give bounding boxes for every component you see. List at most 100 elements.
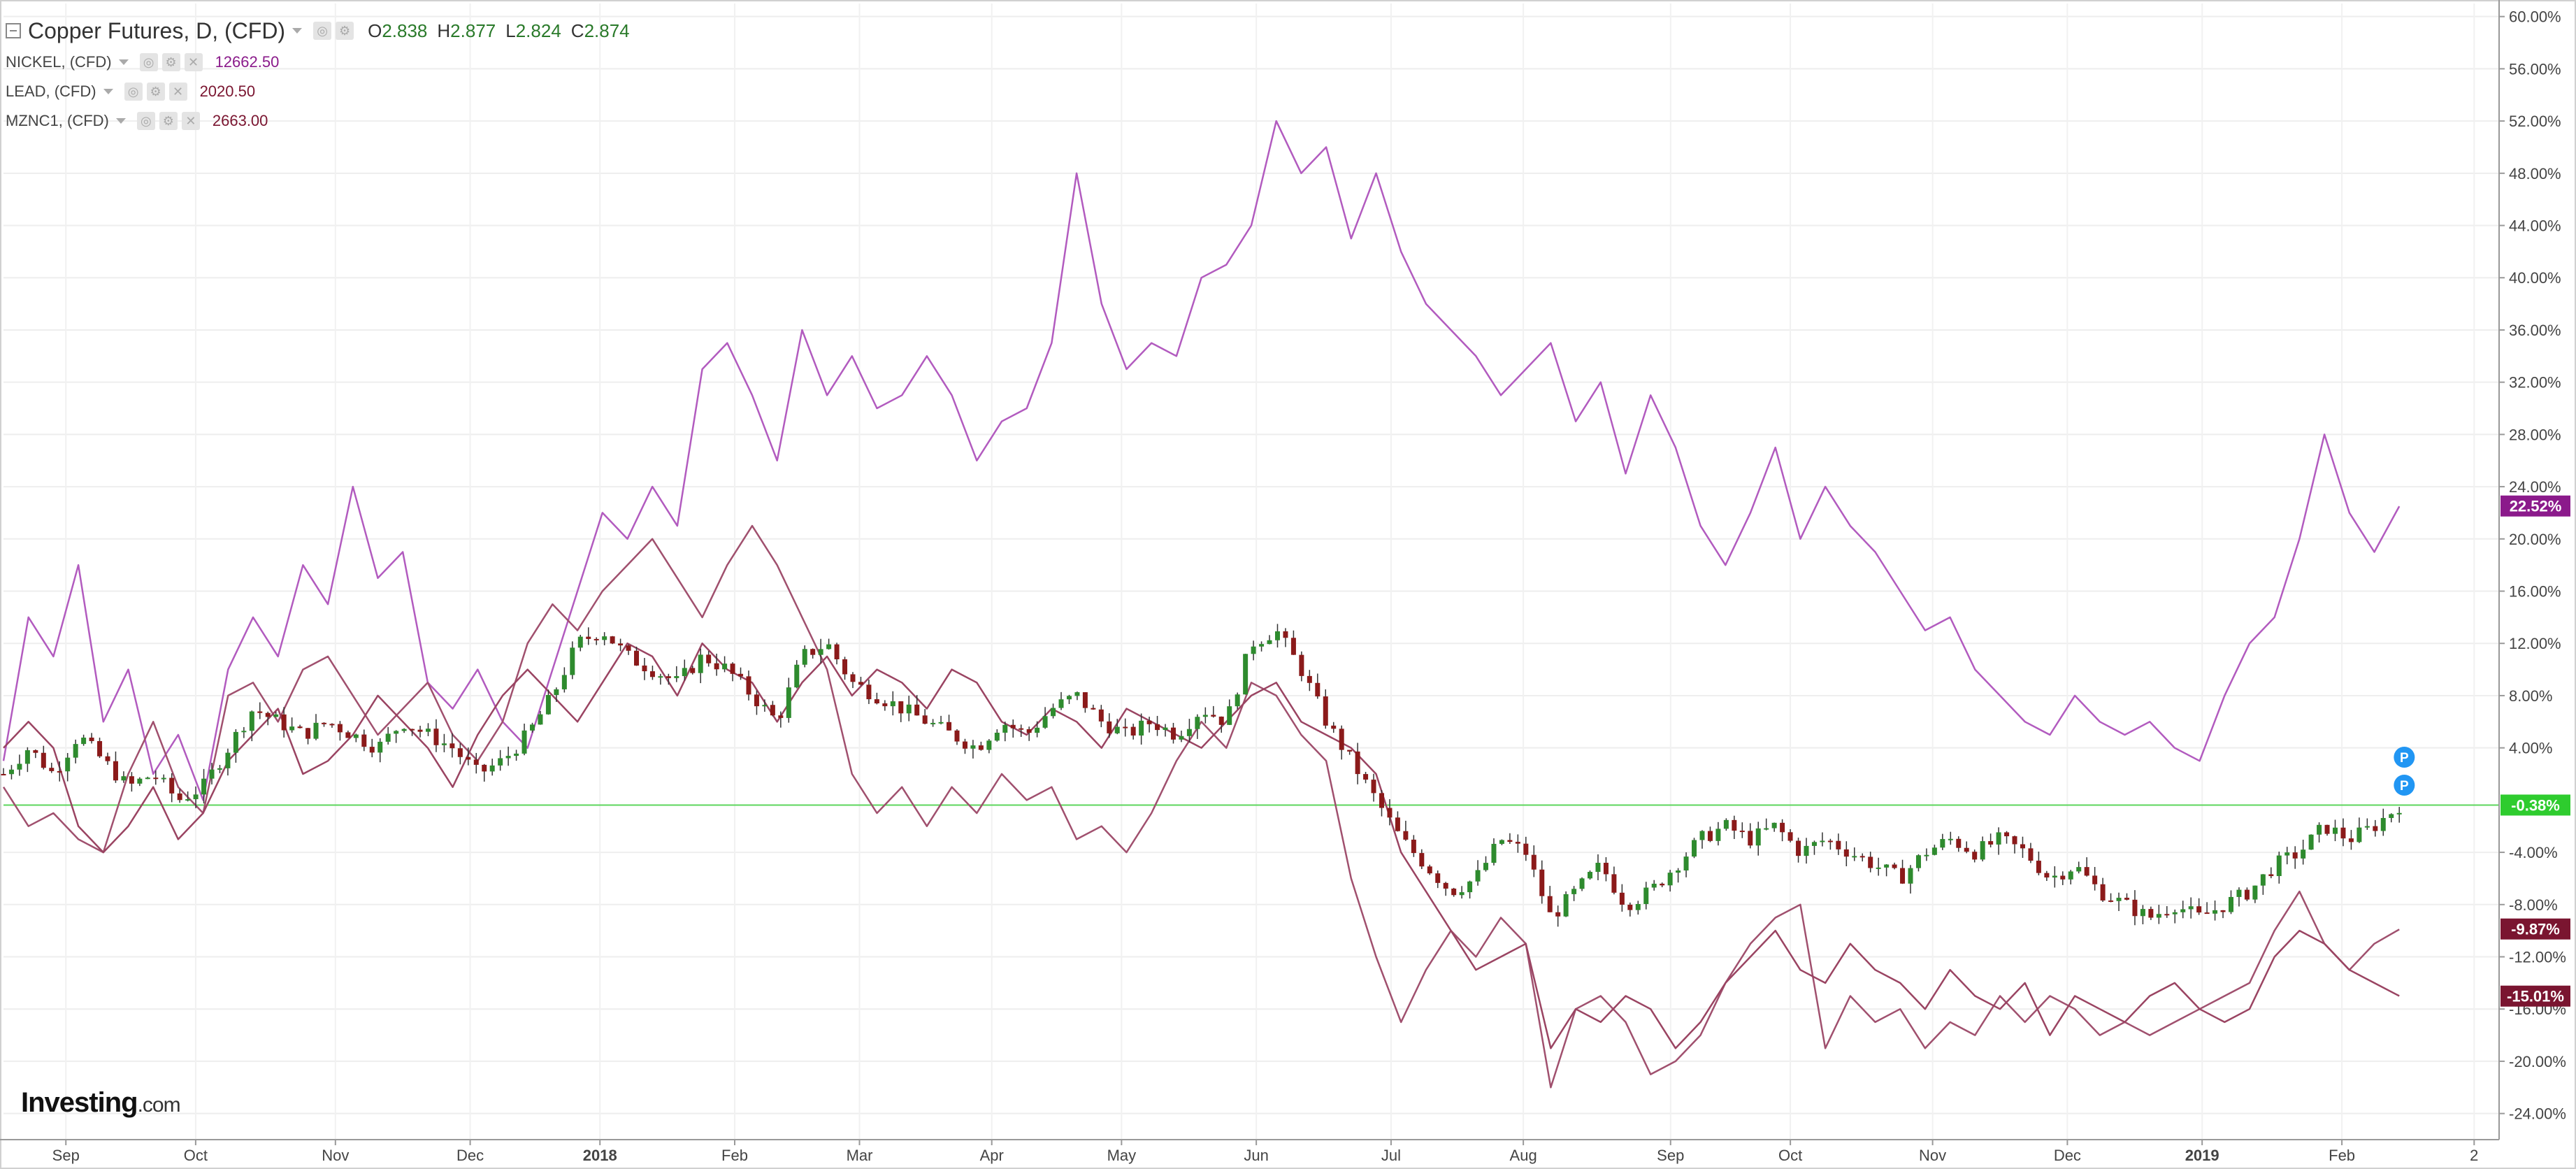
eye-icon[interactable]: ◎: [139, 53, 158, 71]
candle-body: [1811, 842, 1817, 846]
chevron-down-icon[interactable]: [292, 28, 303, 34]
y-tick-label: 8.00%: [2509, 687, 2552, 705]
candle-body: [2204, 912, 2210, 915]
candle-body: [1179, 736, 1184, 740]
candle-body: [834, 644, 840, 659]
x-tick-label: May: [1107, 1147, 1137, 1164]
candle-body: [954, 730, 960, 742]
candle-body: [2148, 909, 2154, 918]
candle-body: [97, 740, 103, 756]
candle-body: [1908, 868, 1913, 884]
candle-body: [762, 705, 768, 707]
legend-symbol[interactable]: MZNC1, (CFD): [6, 112, 109, 129]
candle-body: [577, 636, 583, 648]
collapse-icon[interactable]: [6, 23, 21, 38]
candle-body: [1748, 831, 1753, 846]
gear-icon[interactable]: ⚙: [159, 112, 178, 130]
chevron-down-icon[interactable]: [103, 89, 113, 94]
legend-symbol[interactable]: LEAD, (CFD): [6, 83, 96, 100]
chevron-down-icon[interactable]: [118, 59, 129, 65]
candle-body: [586, 636, 591, 639]
candle-body: [1123, 726, 1128, 729]
y-tick-label: 24.00%: [2509, 478, 2561, 496]
candle-body: [1435, 873, 1441, 883]
x-tick-label: Mar: [847, 1147, 873, 1164]
candle-body: [2140, 909, 2145, 917]
x-axis[interactable]: Sep Oct Nov Dec 2018 Feb Mar Apr May Jun Jul Aug Sep…: [0, 1139, 2499, 1164]
investing-logo: Investing.com: [21, 1087, 181, 1119]
candle-body: [1259, 644, 1265, 647]
candle-body: [129, 776, 134, 784]
x-tick-label: Jul: [1381, 1147, 1401, 1164]
eye-icon[interactable]: ◎: [124, 83, 143, 101]
candle-body: [2212, 910, 2218, 914]
eye-icon[interactable]: ◎: [313, 22, 332, 40]
candle-body: [1371, 780, 1376, 794]
x-tick-label: Apr: [980, 1147, 1004, 1164]
candle-body: [2116, 898, 2122, 901]
candle-body: [1146, 720, 1152, 724]
candle-body: [1852, 856, 1857, 858]
legend-item-lead[interactable]: LEAD, (CFD) ◎ ⚙ ✕ 2020.50: [6, 77, 630, 106]
candle-body: [1274, 631, 1280, 640]
candle-body: [1683, 856, 1689, 871]
candle-body: [313, 722, 319, 739]
legend-value: 12662.50: [215, 53, 280, 71]
candle-body: [858, 682, 863, 685]
candle-body: [1451, 888, 1457, 896]
legend-item-zinc[interactable]: MZNC1, (CFD) ◎ ⚙ ✕ 2663.00: [6, 106, 630, 136]
legend-symbol[interactable]: NICKEL, (CFD): [6, 53, 112, 71]
candle-body: [2380, 817, 2386, 831]
legend-main-symbol[interactable]: Copper Futures, D, (CFD): [28, 17, 286, 43]
p-marker-icon[interactable]: [2394, 747, 2415, 768]
candle-body: [1483, 863, 1489, 870]
candle-body: [2036, 861, 2041, 873]
y-tick-label: 16.00%: [2509, 583, 2561, 601]
candle-body: [1531, 854, 1537, 870]
candle-body: [1323, 696, 1328, 726]
candle-body: [2044, 873, 2050, 878]
candle-body: [466, 756, 471, 760]
chevron-down-icon[interactable]: [115, 118, 126, 124]
close-icon[interactable]: ✕: [168, 83, 187, 101]
ohlc-high: H2.877: [437, 20, 496, 41]
candle-body: [722, 664, 728, 670]
candle-body: [321, 722, 326, 724]
close-icon[interactable]: ✕: [181, 112, 200, 130]
candle-body: [1387, 808, 1393, 818]
legend-item-nickel[interactable]: NICKEL, (CFD) ◎ ⚙ ✕ 12662.50: [6, 48, 630, 77]
y-axis[interactable]: 60.00% 56.00% 52.00% 48.00% 44.00% 40.00% 36.0…: [2498, 0, 2566, 1140]
candle-body: [425, 729, 431, 732]
gear-icon[interactable]: ⚙: [336, 22, 354, 40]
gear-icon[interactable]: ⚙: [161, 53, 180, 71]
legend-main[interactable]: Copper Futures, D, (CFD) ◎ ⚙ O2.838 H2.8…: [6, 14, 630, 48]
candle-body: [2317, 824, 2322, 835]
candle-body: [185, 799, 191, 801]
candle-body: [1443, 882, 1448, 889]
gear-icon[interactable]: ⚙: [146, 83, 165, 101]
candle-body: [1771, 822, 1777, 829]
candle-body: [161, 777, 166, 780]
p-marker-icon[interactable]: [2394, 775, 2415, 796]
candle-body: [1739, 831, 1745, 833]
p-marker-label: P: [2400, 779, 2409, 794]
candle-body: [1379, 793, 1384, 808]
y-tick-label: 36.00%: [2509, 322, 2561, 339]
candle-body: [1010, 724, 1016, 729]
candle-body: [1170, 727, 1176, 740]
candle-body: [2356, 827, 2362, 842]
event-markers[interactable]: PP: [2394, 747, 2415, 796]
candle-body: [1563, 894, 1569, 917]
candle-body: [1555, 912, 1561, 917]
candle-body: [345, 732, 351, 738]
candle-body: [1475, 870, 1481, 882]
candle-body: [273, 714, 279, 717]
candle-body: [441, 743, 447, 745]
candle-body: [2188, 906, 2194, 910]
x-tick-label: Sep: [52, 1147, 80, 1164]
candle-body: [353, 734, 359, 738]
eye-icon[interactable]: ◎: [136, 112, 155, 130]
close-icon[interactable]: ✕: [184, 53, 203, 71]
candle-body: [1780, 822, 1785, 833]
